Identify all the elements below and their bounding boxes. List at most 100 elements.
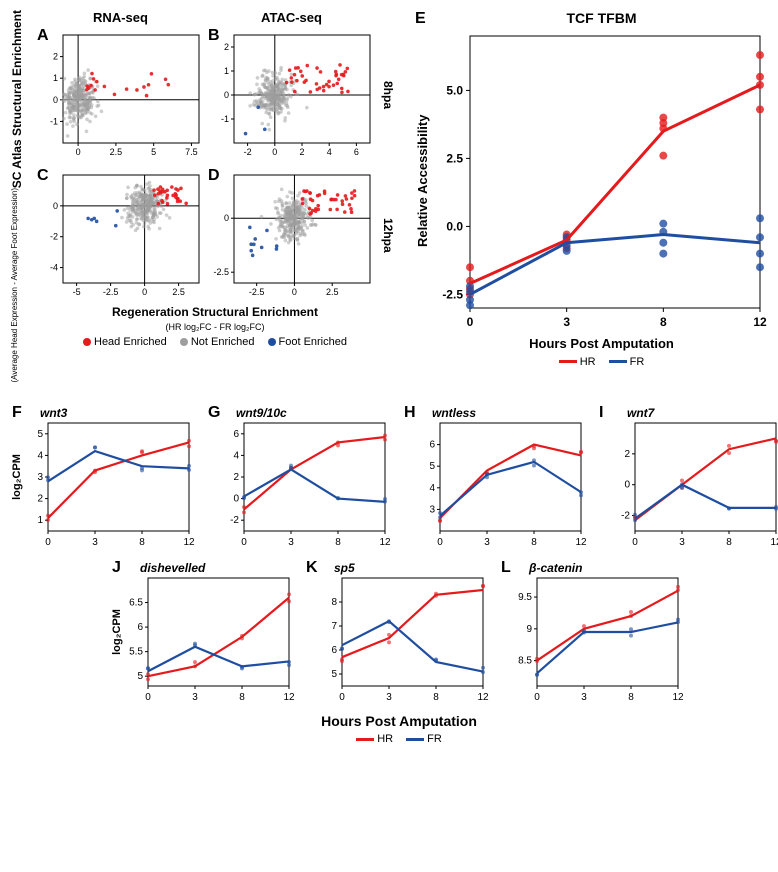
- svg-text:12: 12: [183, 537, 195, 548]
- svg-text:5: 5: [37, 429, 43, 440]
- svg-text:4: 4: [37, 450, 43, 461]
- svg-text:6: 6: [137, 622, 143, 633]
- scatter-block: RNA-seq ATAC-seq A02.557.5-1012 B-20246-…: [35, 10, 395, 383]
- svg-text:8.5: 8.5: [518, 655, 532, 666]
- svg-text:0: 0: [534, 692, 540, 703]
- svg-text:wnt7: wnt7: [627, 406, 656, 420]
- panel-J: Jdishevelled0381255.566.5log₂CPM: [110, 558, 300, 708]
- svg-text:-2: -2: [621, 510, 630, 521]
- svg-text:0: 0: [224, 213, 229, 223]
- row-label-8hpa: 8hpa: [377, 25, 395, 165]
- svg-text:2.5: 2.5: [172, 287, 185, 297]
- svg-text:12: 12: [575, 537, 587, 548]
- svg-text:0: 0: [53, 201, 58, 211]
- svg-text:5: 5: [332, 669, 338, 680]
- svg-text:-2.5: -2.5: [213, 267, 229, 277]
- svg-text:2: 2: [299, 147, 304, 157]
- svg-text:8: 8: [332, 597, 338, 608]
- svg-text:6: 6: [429, 439, 435, 450]
- svg-text:K: K: [306, 559, 318, 576]
- svg-text:4: 4: [327, 147, 332, 157]
- gene-x-label: Hours Post Amputation: [10, 713, 778, 729]
- svg-text:2.5: 2.5: [446, 151, 463, 165]
- svg-text:-2: -2: [50, 232, 58, 242]
- svg-text:2.5: 2.5: [110, 147, 123, 157]
- svg-text:-1: -1: [221, 114, 229, 124]
- svg-text:-5: -5: [73, 287, 81, 297]
- panel-E: E TCF TFBM Relative Accessibility 03812-…: [415, 10, 778, 368]
- panel-E-ylabel: Relative Accessibility: [415, 26, 430, 336]
- svg-text:4: 4: [233, 450, 239, 461]
- svg-text:-2: -2: [230, 515, 239, 526]
- svg-text:9.5: 9.5: [518, 592, 532, 603]
- line-legend-bottom: HR FR: [10, 732, 778, 746]
- svg-text:1: 1: [37, 515, 43, 526]
- top-section: SC Atlas Structural Enrichment (Average …: [10, 10, 778, 383]
- svg-text:8: 8: [726, 537, 732, 548]
- svg-text:-2: -2: [244, 147, 252, 157]
- svg-text:1: 1: [224, 66, 229, 76]
- svg-text:3: 3: [429, 504, 435, 515]
- svg-text:sp5: sp5: [334, 561, 355, 575]
- svg-text:3: 3: [581, 692, 587, 703]
- panel-L: Lβ-catenin038128.599.5: [499, 558, 689, 708]
- svg-text:2.5: 2.5: [326, 287, 339, 297]
- svg-text:3: 3: [563, 315, 570, 329]
- svg-text:0: 0: [339, 692, 345, 703]
- svg-text:9: 9: [526, 624, 532, 635]
- svg-text:G: G: [208, 404, 220, 421]
- svg-text:2: 2: [224, 42, 229, 52]
- svg-text:0: 0: [142, 287, 147, 297]
- svg-text:3: 3: [288, 537, 294, 548]
- svg-text:8: 8: [139, 537, 145, 548]
- svg-text:-1: -1: [50, 116, 58, 126]
- svg-text:3: 3: [192, 692, 198, 703]
- panel-B: B-20246-1012: [206, 25, 377, 165]
- svg-text:7: 7: [332, 621, 338, 632]
- y-axis-label-top: SC Atlas Structural Enrichment: [10, 10, 30, 188]
- svg-text:5: 5: [429, 461, 435, 472]
- svg-text:-2.5: -2.5: [249, 287, 265, 297]
- svg-text:5.5: 5.5: [129, 646, 143, 657]
- svg-text:3: 3: [679, 537, 685, 548]
- svg-text:8: 8: [660, 315, 667, 329]
- panel-E-container: E TCF TFBM Relative Accessibility 03812-…: [415, 10, 778, 383]
- svg-text:H: H: [404, 404, 416, 421]
- svg-text:log₂CPM: log₂CPM: [111, 609, 123, 655]
- svg-text:3: 3: [386, 692, 392, 703]
- svg-text:6.5: 6.5: [129, 597, 143, 608]
- panel-C: C-5-2.502.5-4-20: [35, 165, 206, 305]
- col-header-atac: ATAC-seq: [206, 10, 377, 25]
- panel-G: Gwnt9/10c03812-20246: [206, 403, 397, 553]
- svg-text:7.5: 7.5: [185, 147, 198, 157]
- panel-E-title: TCF TFBM: [415, 10, 778, 26]
- svg-text:0.0: 0.0: [446, 219, 463, 233]
- svg-text:0: 0: [233, 493, 239, 504]
- svg-text:3: 3: [92, 537, 98, 548]
- svg-text:0: 0: [625, 479, 631, 490]
- y-axis-label-top-sub: (Average Head Expression - Average Foot …: [10, 188, 30, 382]
- col-header-rna: RNA-seq: [35, 10, 206, 25]
- svg-text:12: 12: [672, 692, 684, 703]
- svg-text:8: 8: [239, 692, 245, 703]
- svg-text:8: 8: [335, 537, 341, 548]
- panel-D: D-2.502.5-2.50: [206, 165, 377, 305]
- svg-text:log₂CPM: log₂CPM: [11, 454, 23, 500]
- panel-H: Hwntless038123456: [402, 403, 593, 553]
- svg-text:0: 0: [292, 287, 297, 297]
- svg-text:5: 5: [137, 671, 143, 682]
- panel-I: Iwnt703812-202: [597, 403, 778, 553]
- svg-text:0: 0: [632, 537, 638, 548]
- svg-text:2: 2: [37, 493, 43, 504]
- svg-text:0: 0: [467, 315, 474, 329]
- panel-F: Fwnt30381212345log₂CPM: [10, 403, 201, 553]
- panel-E-xlabel: Hours Post Amputation: [415, 336, 778, 351]
- svg-text:-2.5: -2.5: [442, 287, 463, 301]
- svg-text:0: 0: [224, 90, 229, 100]
- svg-text:J: J: [112, 559, 121, 576]
- svg-text:I: I: [599, 404, 603, 421]
- svg-text:0: 0: [241, 537, 247, 548]
- svg-text:3: 3: [484, 537, 490, 548]
- svg-text:6: 6: [233, 429, 239, 440]
- svg-text:2: 2: [625, 449, 631, 460]
